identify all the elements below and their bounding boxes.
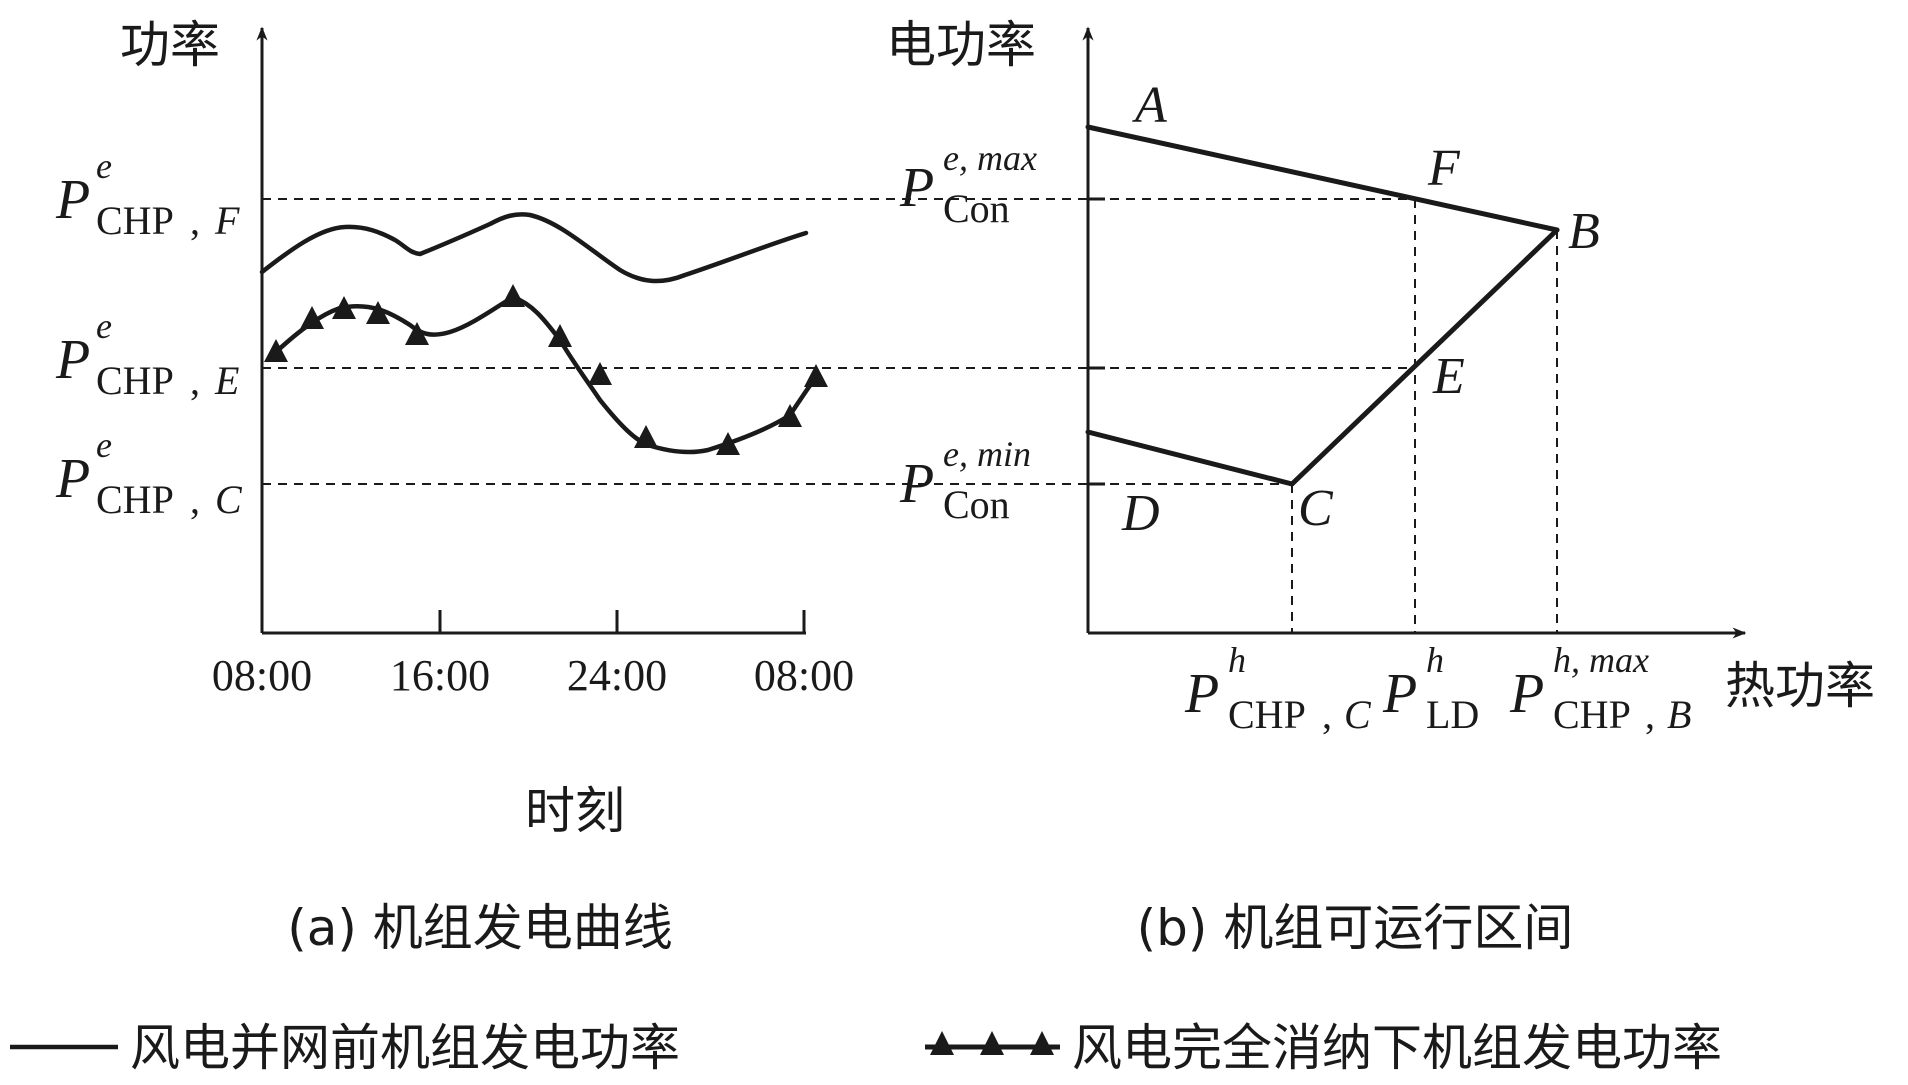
dashed-guides (262, 198, 1558, 633)
svg-text:e: e (96, 146, 112, 186)
panel-a-x-tick-labels: 08:00 16:00 24:00 08:00 (212, 651, 854, 700)
svg-text:,: , (190, 358, 200, 403)
svg-text:CHP: CHP (96, 358, 174, 403)
svg-text:B: B (1667, 692, 1691, 737)
panel-a-x-tick-0: 08:00 (212, 651, 312, 700)
triangle-marker (366, 301, 390, 324)
point-label-a: A (1132, 77, 1167, 134)
panel-a: 功率 08:00 16:00 24:00 08:00 时刻 (a) 机组发电曲线… (55, 16, 854, 957)
triangle-marker (778, 404, 802, 427)
panel-b-y-label-max: P e, max Con (899, 138, 1037, 231)
svg-text:e: e (96, 425, 112, 465)
panel-b-y-axis-label: 电功率 (886, 16, 1036, 74)
panel-a-x-axis-label: 时刻 (525, 782, 625, 840)
svg-text:P: P (1184, 663, 1219, 725)
panel-b-y-tick-marks (1088, 197, 1105, 486)
svg-text:h: h (1426, 640, 1444, 680)
svg-text:P: P (55, 169, 90, 231)
svg-text:Con: Con (943, 186, 1010, 231)
panel-a-x-tick-2: 24:00 (567, 651, 667, 700)
svg-text:P: P (1509, 663, 1544, 725)
legend: 风电并网前机组发电功率 风电完全消纳下机组发电功率 (10, 1019, 1722, 1077)
panel-a-x-tick-marks (438, 610, 806, 633)
svg-text:e, min: e, min (943, 434, 1031, 474)
point-label-c: C (1298, 480, 1334, 537)
svg-text:P: P (55, 448, 90, 510)
panel-a-x-tick-3: 08:00 (754, 651, 854, 700)
svg-text:e, max: e, max (943, 138, 1037, 178)
svg-text:F: F (214, 198, 240, 243)
triangle-marker (264, 339, 288, 362)
svg-text:,: , (190, 198, 200, 243)
panel-a-level-label-e: P e CHP , E (55, 306, 239, 403)
triangle-marker (804, 364, 828, 387)
svg-text:P: P (55, 329, 90, 391)
point-label-d: D (1121, 485, 1160, 542)
triangle-marker (332, 296, 356, 319)
triangle-marker (405, 322, 429, 345)
triangle-marker (300, 306, 324, 329)
svg-text:CHP: CHP (96, 198, 174, 243)
panel-b-caption: (b) 机组可运行区间 (1137, 899, 1574, 957)
svg-text:C: C (1344, 692, 1372, 737)
svg-text:CHP: CHP (1553, 692, 1631, 737)
legend-label-before-wind: 风电并网前机组发电功率 (130, 1019, 680, 1077)
svg-text:P: P (899, 157, 934, 219)
boundary-a-b (1085, 124, 1560, 233)
panel-b-x-label-chp-b: P h, max CHP , B (1509, 640, 1691, 737)
curve-before-wind (259, 212, 809, 284)
point-label-b: B (1568, 203, 1600, 260)
svg-text:,: , (190, 477, 200, 522)
curve-full-wind (273, 294, 819, 455)
panel-b: 电功率 热功率 (b) 机组可运行区间 A F B E C D P e, max… (886, 16, 1875, 957)
panel-b-x-label-ld: P h LD (1382, 640, 1479, 737)
point-label-e: E (1432, 348, 1465, 405)
svg-text:CHP: CHP (96, 477, 174, 522)
panel-b-y-label-min: P e, min Con (899, 434, 1031, 527)
svg-text:h, max: h, max (1553, 640, 1649, 680)
svg-text:Con: Con (943, 482, 1010, 527)
svg-text:P: P (899, 453, 934, 515)
panel-a-x-tick-1: 16:00 (390, 651, 490, 700)
triangle-marker (588, 362, 612, 385)
legend-label-full-wind: 风电完全消纳下机组发电功率 (1072, 1019, 1722, 1077)
triangle-marker (548, 324, 572, 347)
panel-b-x-axis-label: 热功率 (1725, 657, 1875, 715)
panel-b-x-label-chp-c: P h CHP , C (1184, 640, 1372, 737)
svg-text:e: e (96, 306, 112, 346)
svg-text:C: C (215, 477, 243, 522)
boundary-b-c (1289, 227, 1560, 487)
triangle-marker (716, 432, 740, 455)
curve-full-wind-markers (264, 284, 828, 455)
point-label-f: F (1427, 140, 1461, 197)
svg-text:E: E (214, 358, 239, 403)
svg-text:,: , (1322, 692, 1332, 737)
triangle-marker (501, 284, 525, 307)
svg-text:LD: LD (1426, 692, 1479, 737)
svg-text:,: , (1645, 692, 1655, 737)
boundary-c-d (1085, 429, 1295, 487)
triangle-marker (634, 425, 658, 448)
legend-triangle-line-marker (925, 1031, 1060, 1055)
svg-text:h: h (1228, 640, 1246, 680)
panel-a-caption: (a) 机组发电曲线 (287, 899, 673, 957)
svg-text:P: P (1382, 663, 1417, 725)
svg-text:CHP: CHP (1228, 692, 1306, 737)
panel-a-level-label-c: P e CHP , C (55, 425, 243, 522)
panel-a-level-label-f: P e CHP , F (55, 146, 240, 243)
panel-a-y-axis-label: 功率 (120, 16, 220, 74)
